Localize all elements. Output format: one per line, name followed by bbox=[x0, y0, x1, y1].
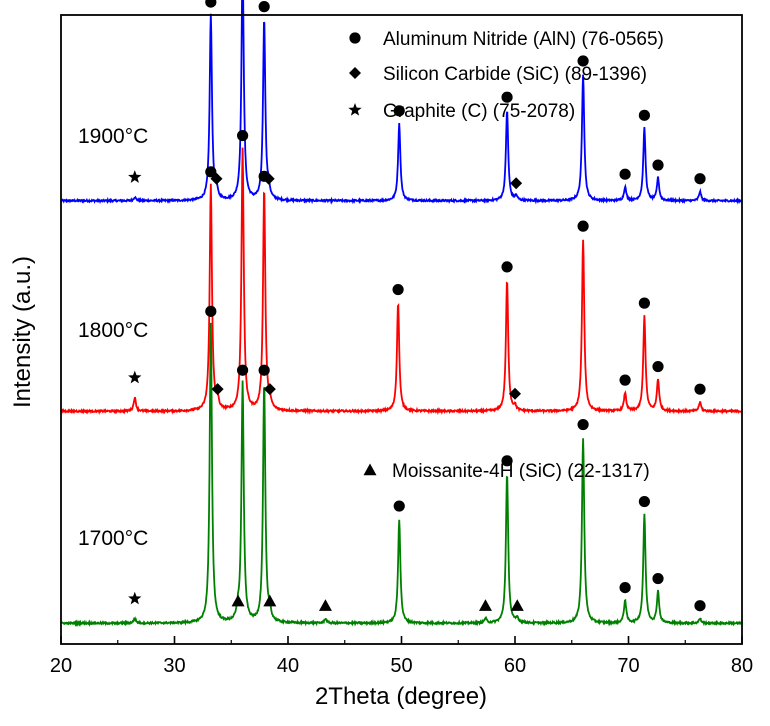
peak-marker-triangle bbox=[510, 599, 524, 611]
x-tick-label: 20 bbox=[50, 655, 72, 677]
series-temperature-label: 1700°C bbox=[78, 527, 148, 550]
peak-marker-circle bbox=[577, 220, 589, 232]
peak-marker-circle bbox=[501, 455, 513, 467]
legend-entry-label: Moissanite-4H (SiC) (22-1317) bbox=[392, 461, 650, 482]
peak-marker-triangle bbox=[318, 599, 332, 611]
peak-marker-circle bbox=[638, 297, 650, 309]
series-line-1900 bbox=[60, 0, 743, 205]
legend-entry-label: Silicon Carbide (SiC) (89-1396) bbox=[383, 64, 647, 85]
peak-marker-star bbox=[128, 370, 142, 384]
x-tick-label: 60 bbox=[504, 655, 526, 677]
legend-marker-circle bbox=[349, 32, 361, 44]
x-tick-label: 70 bbox=[617, 655, 639, 677]
plot-area bbox=[60, 0, 743, 628]
peak-marker-circle bbox=[258, 364, 270, 376]
peak-marker-circle bbox=[619, 581, 631, 594]
legend-entry-label: Aluminum Nitride (AlN) (76-0565) bbox=[383, 29, 664, 50]
legend-marker-diamond bbox=[349, 67, 361, 79]
peak-marker-triangle bbox=[478, 599, 492, 611]
peak-marker-triangle bbox=[231, 594, 245, 607]
series-line-1800 bbox=[60, 147, 743, 416]
peak-marker-circle bbox=[393, 500, 405, 512]
peak-marker-circle bbox=[577, 55, 589, 67]
peak-marker-circle bbox=[392, 283, 404, 296]
peak-marker-diamond bbox=[211, 383, 224, 396]
peak-marker-circle bbox=[393, 105, 405, 117]
axes: 20 30 40 50 60 70 80 bbox=[50, 14, 753, 677]
peak-marker-diamond bbox=[510, 177, 523, 190]
peak-marker-circle bbox=[501, 261, 513, 273]
peak-marker-circle bbox=[638, 109, 650, 121]
peak-marker-circle bbox=[652, 159, 664, 171]
peak-marker-star bbox=[128, 170, 142, 183]
legend-entry-label: Graphite (C) (75-2078) bbox=[383, 101, 575, 122]
peak-marker-circle bbox=[577, 418, 589, 431]
x-tick-label: 80 bbox=[731, 655, 753, 677]
legend-marker-star bbox=[348, 103, 362, 116]
peak-marker-circle bbox=[237, 129, 249, 142]
peak-marker-circle bbox=[694, 173, 706, 185]
series-temperature-label: 1800°C bbox=[78, 319, 148, 342]
peak-marker-circle bbox=[258, 170, 270, 182]
peak-marker-circle bbox=[237, 364, 249, 376]
labels: 2Theta (degree) Intensity (a.u.) bbox=[9, 256, 487, 710]
peak-marker-circle bbox=[694, 600, 706, 612]
peak-marker-circle bbox=[638, 495, 650, 508]
series-line-1700 bbox=[60, 322, 743, 628]
x-tick-label: 50 bbox=[390, 655, 412, 677]
y-axis-label: Intensity (a.u.) bbox=[9, 256, 36, 408]
x-tick-label: 30 bbox=[163, 655, 185, 677]
peak-marker-diamond bbox=[263, 383, 276, 396]
x-axis-label: 2Theta (degree) bbox=[315, 683, 487, 710]
peak-marker-triangle bbox=[263, 594, 277, 607]
peak-marker-circle bbox=[652, 360, 664, 373]
peak-marker-circle bbox=[619, 168, 631, 180]
peak-marker-circle bbox=[205, 0, 217, 8]
legend: Aluminum Nitride (AlN) (76-0565) Silicon … bbox=[348, 29, 664, 482]
peak-marker-circle bbox=[205, 305, 217, 317]
peak-marker-diamond bbox=[509, 387, 521, 400]
peak-marker-star bbox=[128, 591, 142, 605]
peak-marker-circle bbox=[205, 166, 217, 178]
x-tick-label: 40 bbox=[277, 655, 299, 677]
peak-marker-circle bbox=[652, 572, 664, 585]
peak-marker-circle bbox=[619, 374, 631, 386]
peak-marker-circle bbox=[258, 1, 270, 13]
peak-marker-circle bbox=[694, 383, 706, 395]
peak-marker-circle bbox=[501, 91, 513, 103]
peak-markers: 1900°C 1800°C 1700°C bbox=[78, 0, 706, 612]
series-temperature-label: 1900°C bbox=[78, 125, 148, 148]
legend-marker-triangle bbox=[363, 463, 377, 476]
